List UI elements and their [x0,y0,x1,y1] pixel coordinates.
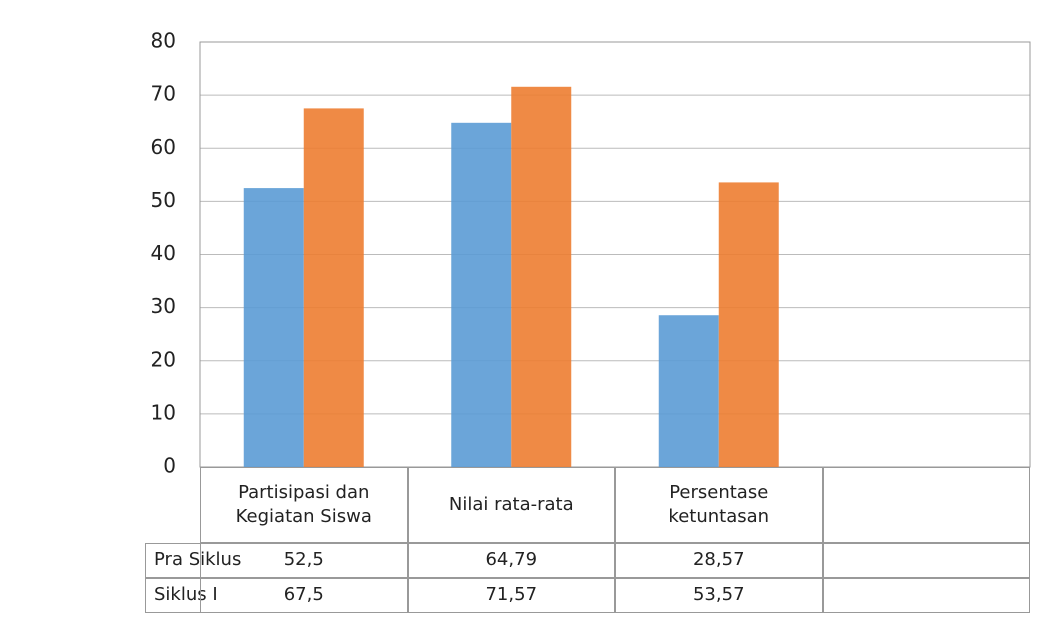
y-tick-label: 40 [151,241,176,265]
y-tick-label: 60 [151,135,176,159]
y-tick-label: 10 [151,400,176,424]
table-value: 52,5 [200,543,408,578]
bar [719,182,779,467]
y-tick-label: 30 [151,294,176,318]
y-tick-label: 0 [163,454,176,478]
table-value: 67,5 [200,578,408,613]
table-value: 71,57 [408,578,616,613]
y-tick-label: 80 [151,29,176,53]
page: 0 10 20 30 40 50 60 70 80 Partisipasi dan Kegiat… [0,0,1059,628]
table-value [823,578,1031,613]
bar [511,87,571,467]
table-value [823,543,1031,578]
category-label [823,467,1031,543]
table-value: 28,57 [615,543,823,578]
y-tick-label: 20 [151,347,176,371]
bar [451,123,511,467]
legend-entry: Siklus I [145,578,201,613]
bar [659,315,719,467]
table-value: 64,79 [408,543,616,578]
y-tick-label: 50 [151,188,176,212]
category-label: Partisipasi dan Kegiatan Siswa [200,467,408,543]
category-label: Nilai rata-rata [408,467,616,543]
table-value: 53,57 [615,578,823,613]
y-tick-label: 70 [151,82,176,106]
category-label: Persentase ketuntasan [615,467,823,543]
bar [244,188,304,467]
legend-entry: Pra Siklus [145,543,201,578]
bar [304,108,364,467]
